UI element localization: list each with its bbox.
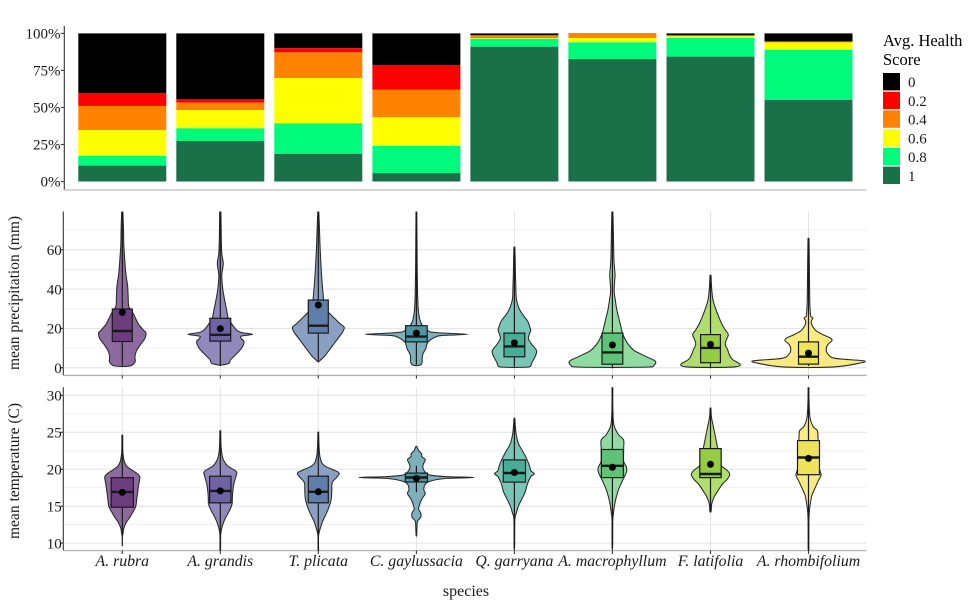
svg-text:T. plicata: T. plicata: [289, 553, 348, 570]
svg-text:0.6: 0.6: [908, 131, 927, 147]
svg-text:100%: 100%: [26, 27, 61, 43]
svg-text:1: 1: [908, 169, 916, 185]
svg-text:A. rhombifolium: A. rhombifolium: [756, 553, 860, 570]
svg-text:40: 40: [47, 282, 62, 298]
svg-text:50%: 50%: [33, 101, 61, 117]
svg-text:20: 20: [47, 322, 62, 338]
svg-text:75%: 75%: [33, 64, 61, 80]
svg-text:30: 30: [47, 389, 62, 405]
svg-text:A. rubra: A. rubra: [95, 553, 150, 570]
svg-text:25: 25: [47, 426, 62, 442]
svg-text:25%: 25%: [33, 138, 61, 154]
svg-text:60: 60: [47, 243, 62, 259]
svg-text:Q. garryana: Q. garryana: [475, 553, 553, 570]
svg-text:mean precipitation (mm): mean precipitation (mm): [6, 216, 23, 370]
svg-text:0.8: 0.8: [908, 150, 927, 166]
svg-text:0%: 0%: [41, 175, 61, 191]
svg-text:20: 20: [47, 463, 62, 479]
svg-text:species: species: [443, 583, 489, 600]
svg-text:Avg. Health: Avg. Health: [883, 31, 963, 50]
svg-text:15: 15: [47, 499, 62, 515]
svg-text:Score: Score: [883, 50, 921, 69]
svg-text:0.4: 0.4: [908, 113, 927, 129]
svg-text:mean temperature (C): mean temperature (C): [6, 403, 23, 539]
svg-text:C. gaylussacia: C. gaylussacia: [370, 553, 463, 570]
svg-text:A. macrophyllum: A. macrophyllum: [557, 553, 666, 570]
svg-text:10: 10: [47, 536, 62, 552]
svg-text:A. grandis: A. grandis: [186, 553, 253, 570]
svg-text:0: 0: [54, 361, 62, 377]
svg-text:F. latifolia: F. latifolia: [677, 553, 744, 570]
svg-text:0: 0: [908, 75, 916, 91]
svg-text:0.2: 0.2: [908, 94, 927, 110]
